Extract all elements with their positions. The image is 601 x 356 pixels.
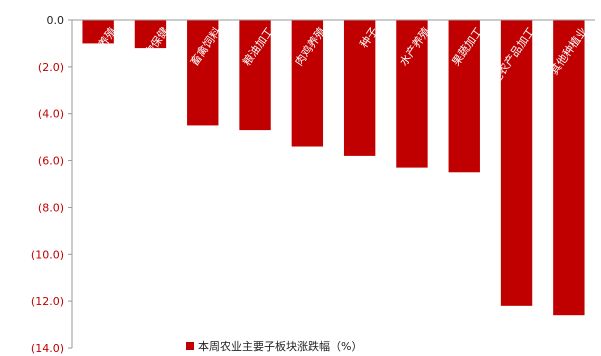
bar <box>134 20 167 49</box>
y-tick-label: (6.0) <box>38 155 64 168</box>
y-tick-label: 0.0 <box>47 14 65 27</box>
legend-label: 本周农业主要子板块涨跌幅（%） <box>198 339 362 353</box>
y-tick-label: (12.0) <box>31 295 64 308</box>
bars <box>82 20 585 316</box>
bar <box>187 20 219 126</box>
legend-swatch <box>186 342 194 350</box>
bar <box>239 20 271 131</box>
bar <box>291 20 324 147</box>
bar <box>82 20 114 44</box>
y-tick-label: (4.0) <box>38 108 64 121</box>
y-tick-label: (10.0) <box>31 248 64 261</box>
y-tick-label: (2.0) <box>38 61 64 74</box>
y-tick-label: (14.0) <box>31 342 64 355</box>
bar <box>553 20 585 316</box>
bar <box>500 20 533 306</box>
bar <box>448 20 480 173</box>
bar <box>343 20 376 156</box>
y-axis-ticks: 0.0 (2.0) (4.0) (6.0) (8.0) (10.0) (12.0) (14.0… <box>31 14 72 355</box>
bar <box>396 20 428 168</box>
legend: 本周农业主要子板块涨跌幅（%） <box>186 339 362 353</box>
y-tick-label: (8.0) <box>38 201 64 214</box>
